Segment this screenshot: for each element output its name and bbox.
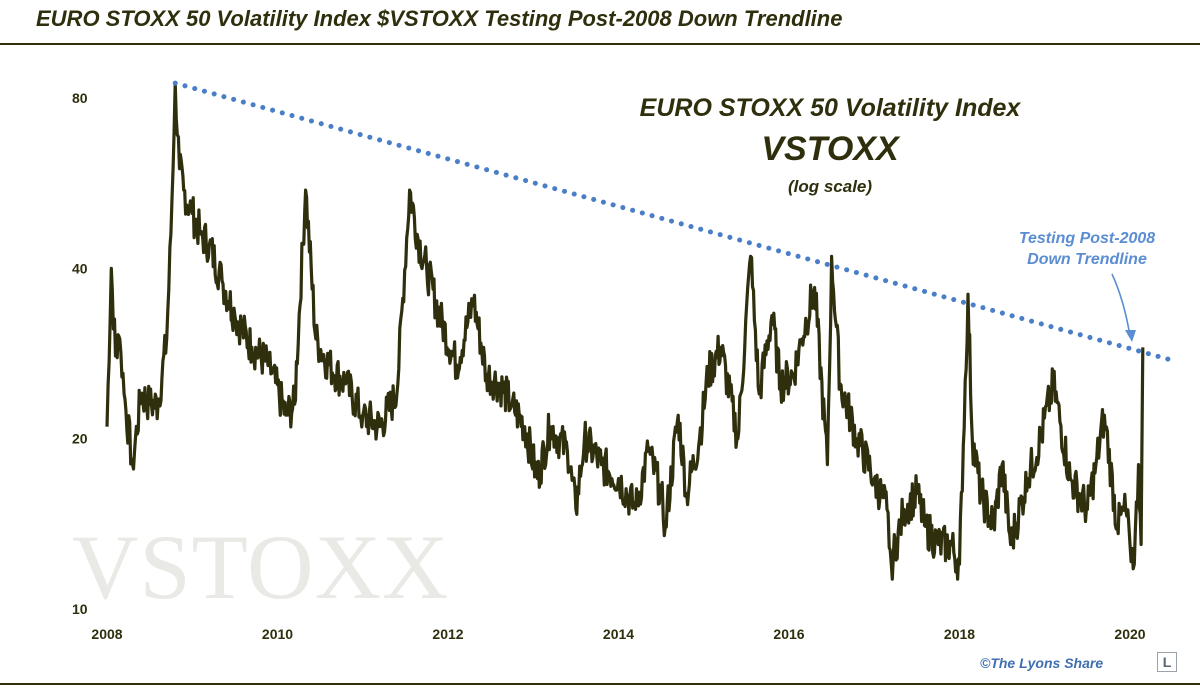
y-tick-label-2: 40 xyxy=(72,260,88,276)
page-title: EURO STOXX 50 Volatility Index $VSTOXX T… xyxy=(36,6,843,31)
trendline-layer xyxy=(172,80,1176,363)
series-layer xyxy=(105,81,1145,581)
header-banner: EURO STOXX 50 Volatility Index $VSTOXX T… xyxy=(0,0,1200,44)
annotation-line-1: Testing Post-2008 xyxy=(1018,230,1156,247)
trendline xyxy=(172,80,1176,363)
chart-subtitle: VSTOXX xyxy=(761,130,899,168)
x-axis: 2008 2010 2012 2014 2016 2018 2020 xyxy=(91,626,1145,642)
x-tick-label-3: 2014 xyxy=(603,626,634,642)
credit-text: ©The Lyons Share xyxy=(980,655,1104,671)
footer-divider xyxy=(0,683,1200,685)
watermark-text: VSTOXX xyxy=(72,516,450,618)
x-tick-label-1: 2010 xyxy=(262,626,293,642)
annotation-arrow-layer xyxy=(1111,273,1136,342)
y-tick-label-3: 80 xyxy=(72,90,88,106)
chart-title: EURO STOXX 50 Volatility Index xyxy=(639,94,1021,122)
y-tick-label-1: 20 xyxy=(72,431,88,447)
y-axis: 10 20 40 80 xyxy=(72,90,88,617)
scale-note: (log scale) xyxy=(787,177,873,196)
y-tick-label-0: 10 xyxy=(72,601,88,617)
x-tick-label-2: 2012 xyxy=(432,626,463,642)
annotation-arrowhead xyxy=(1125,330,1136,342)
trendline-annotation: Testing Post-2008 Down Trendline xyxy=(1002,228,1172,270)
x-tick-label-0: 2008 xyxy=(91,626,122,642)
x-tick-label-6: 2020 xyxy=(1114,626,1145,642)
annotation-line-2: Down Trendline xyxy=(1027,251,1147,268)
x-tick-label-5: 2018 xyxy=(944,626,975,642)
x-tick-label-4: 2016 xyxy=(773,626,804,642)
lyons-share-logo: L xyxy=(1157,652,1177,672)
vstoxx-series-line-0 xyxy=(105,81,1145,581)
header-divider xyxy=(0,43,1200,45)
annotation-arrow xyxy=(1111,273,1131,337)
